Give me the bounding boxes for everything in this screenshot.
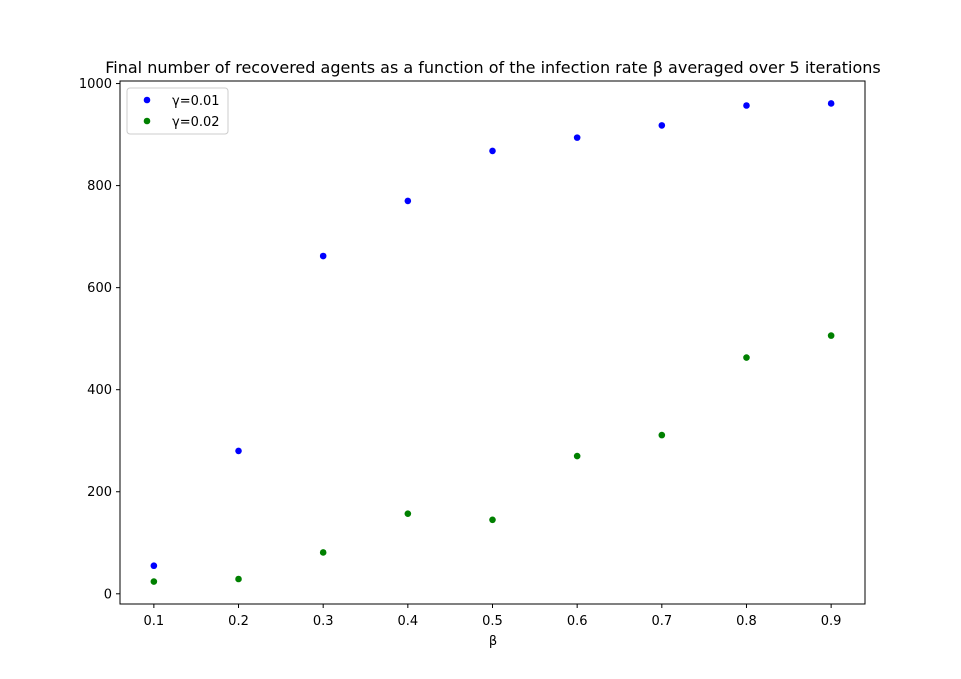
y-tick-label: 200 <box>87 485 112 500</box>
chart-title: Final number of recovered agents as a fu… <box>105 58 881 77</box>
x-axis: 0.1 0.2 0.3 0.4 0.5 0.6 0.7 0.8 0.9 <box>144 604 842 629</box>
plot-area <box>119 80 866 605</box>
data-point <box>658 431 666 439</box>
x-tick-label: 0.3 <box>313 614 334 629</box>
legend-marker <box>143 96 151 104</box>
plot-frame <box>119 80 866 605</box>
data-point <box>150 578 158 585</box>
legend-box <box>126 87 229 135</box>
y-axis: 0 200 400 600 800 1000 <box>79 77 120 602</box>
data-point <box>319 252 327 260</box>
data-point <box>743 102 750 109</box>
data-point <box>573 134 581 141</box>
y-tick-label: 800 <box>87 179 112 194</box>
data-point <box>827 332 835 339</box>
data-point <box>150 562 158 570</box>
series-1 <box>150 100 835 570</box>
legend: γ=0.01 γ=0.02 <box>126 87 229 135</box>
data-point <box>489 516 496 524</box>
x-tick-label: 0.7 <box>651 614 672 629</box>
x-tick-label: 0.6 <box>567 614 588 629</box>
y-tick-label: 1000 <box>79 77 112 92</box>
x-tick-label: 0.5 <box>482 614 503 629</box>
data-point <box>235 575 242 583</box>
data-point <box>319 549 327 556</box>
legend-label: γ=0.01 <box>172 94 220 109</box>
points-layer <box>150 100 835 585</box>
data-point <box>404 510 412 517</box>
x-tick-label: 0.9 <box>821 614 842 629</box>
x-tick-label: 0.8 <box>736 614 757 629</box>
y-tick-label: 600 <box>87 281 112 296</box>
data-point <box>658 122 666 129</box>
data-point <box>573 452 581 460</box>
legend-label: γ=0.02 <box>172 115 220 130</box>
data-point <box>404 197 412 205</box>
series-2 <box>150 332 835 585</box>
y-tick-label: 0 <box>104 587 112 602</box>
y-tick-label: 400 <box>87 383 112 398</box>
data-point <box>743 354 750 361</box>
x-tick-label: 0.2 <box>228 614 249 629</box>
data-point <box>827 100 835 107</box>
legend-marker <box>143 117 151 125</box>
x-tick-label: 0.1 <box>144 614 165 629</box>
data-point <box>235 447 242 455</box>
x-tick-label: 0.4 <box>397 614 418 629</box>
data-point <box>489 147 496 155</box>
x-axis-label: β <box>489 634 497 649</box>
